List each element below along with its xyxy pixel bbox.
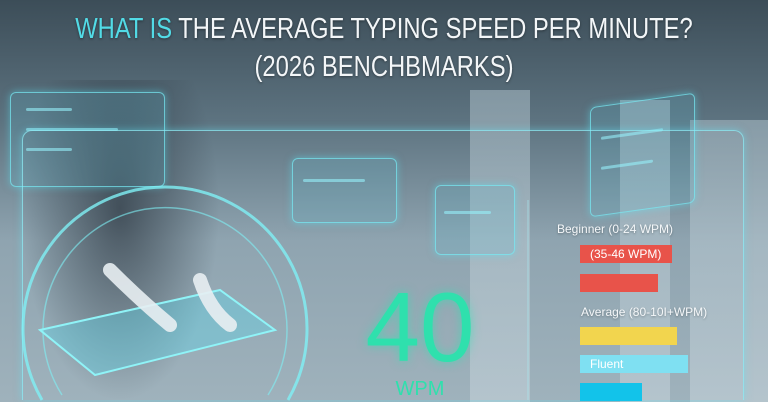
- level-bar: (35-46 WPM): [580, 245, 672, 263]
- hands-icon: [103, 263, 237, 332]
- level-label-average: Average (80-10I+WPM): [581, 305, 708, 319]
- background-window: [470, 90, 530, 402]
- background-window: [690, 120, 768, 402]
- title-rest: THE AVERAGE TYPING SPEED PER MINUTE?: [172, 13, 693, 45]
- level-bar: [580, 383, 642, 401]
- level-bar: [580, 274, 658, 292]
- title-line-1: WHAT IS THE AVERAGE TYPING SPEED PER MIN…: [69, 12, 699, 46]
- floating-panel: [292, 158, 397, 223]
- floating-panel: [435, 185, 515, 255]
- title-accent: WHAT IS: [75, 13, 173, 45]
- level-bar: [580, 327, 677, 345]
- level-bar-fluent: Fluent: [580, 355, 688, 373]
- title-line-2: (2026 BENCHBMARKS): [254, 51, 514, 83]
- inner-ring: [42, 206, 288, 396]
- level-label-beginner: Beginner (0-24 WPM): [557, 222, 674, 236]
- keyboard-icon: [37, 288, 278, 377]
- floating-panel: [10, 92, 165, 187]
- hud-frame: [22, 130, 744, 400]
- outer-ring: [21, 185, 309, 401]
- stat-unit: WPM: [395, 378, 445, 400]
- stat-value: 40: [365, 272, 475, 382]
